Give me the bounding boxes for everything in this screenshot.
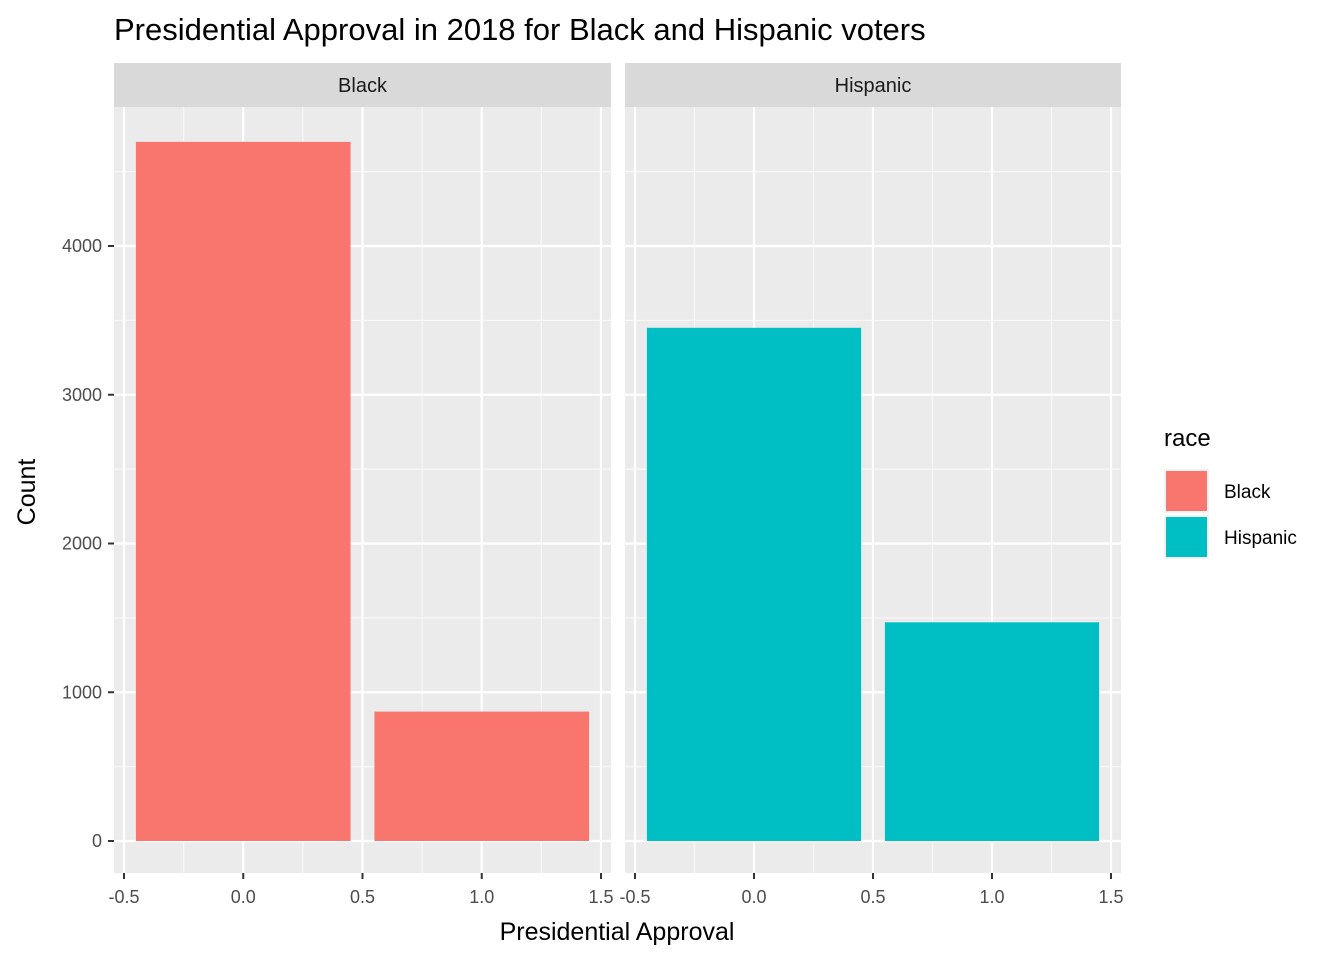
x-tick-label: 1.5	[588, 887, 613, 907]
y-tick-label: 1000	[62, 682, 102, 702]
bar-black-0	[135, 141, 351, 841]
legend-label-black: Black	[1224, 482, 1271, 503]
y-tick-label: 2000	[62, 534, 102, 554]
x-tick-label: -0.5	[619, 887, 650, 907]
x-tick-label: 1.0	[469, 887, 494, 907]
facet-panel-black: Black -0.5 0.0 0.5 1.0 1.5	[108, 63, 614, 907]
y-axis: 0 1000 2000 3000 4000	[62, 236, 114, 851]
x-tick-label: 0.5	[860, 887, 885, 907]
x-tick-label: 1.0	[979, 887, 1004, 907]
x-tick-label: 0.5	[350, 887, 375, 907]
legend-title: race	[1164, 425, 1211, 452]
facet-strip-label: Hispanic	[835, 75, 912, 97]
facet-panel-hispanic: Hispanic -0.5 0.0 0.5 1.0 1.5	[619, 63, 1124, 907]
x-tick-label: 0.0	[741, 887, 766, 907]
y-axis-title: Count	[13, 459, 41, 526]
facet-strip-label: Black	[338, 75, 388, 97]
bar-hispanic-1	[884, 622, 1100, 841]
legend-swatch-black	[1166, 471, 1207, 511]
bar-black-1	[374, 711, 590, 841]
x-axis-title: Presidential Approval	[500, 918, 735, 946]
chart-title: Presidential Approval in 2018 for Black …	[114, 12, 926, 47]
facet-strip	[114, 63, 611, 107]
x-tick-label: -0.5	[108, 887, 139, 907]
y-tick-label: 4000	[62, 236, 102, 256]
legend-swatch-hispanic	[1166, 517, 1207, 557]
bar-hispanic-0	[646, 327, 862, 841]
legend: race Black Hispanic	[1164, 425, 1297, 559]
legend-label-hispanic: Hispanic	[1224, 528, 1297, 549]
y-tick-label: 0	[92, 831, 102, 851]
x-tick-label: 0.0	[231, 887, 256, 907]
y-tick-label: 3000	[62, 385, 102, 405]
x-tick-label: 1.5	[1098, 887, 1123, 907]
facet-strip	[625, 63, 1121, 107]
facet-panels: Black -0.5 0.0 0.5 1.0 1.5 Hispanic -0.5 0.0 0.5 1…	[108, 63, 1124, 907]
